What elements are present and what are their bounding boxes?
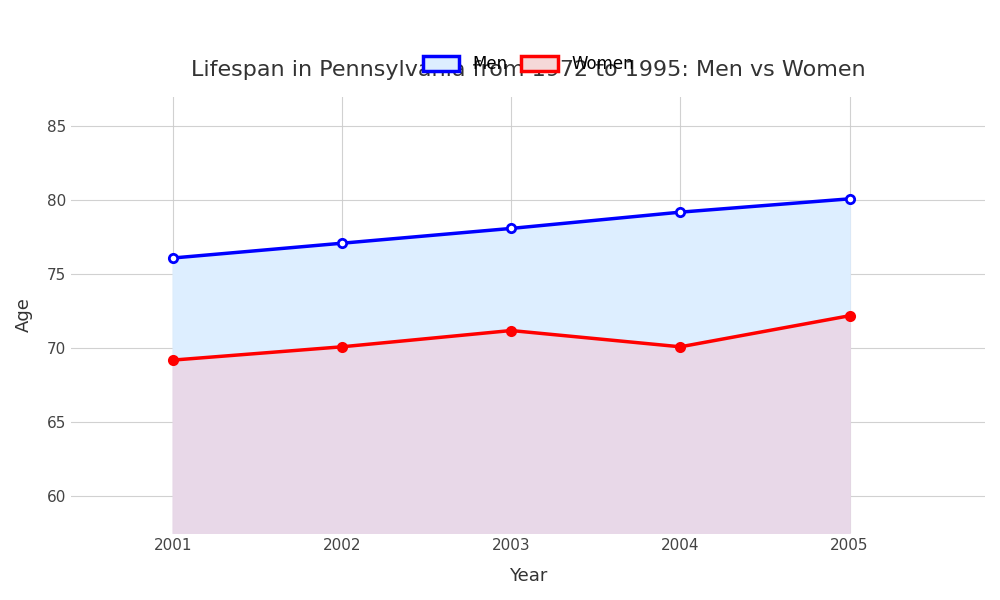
Legend: Men, Women: Men, Women xyxy=(416,49,640,80)
Title: Lifespan in Pennsylvania from 1972 to 1995: Men vs Women: Lifespan in Pennsylvania from 1972 to 19… xyxy=(191,60,865,80)
X-axis label: Year: Year xyxy=(509,567,547,585)
Y-axis label: Age: Age xyxy=(15,298,33,332)
